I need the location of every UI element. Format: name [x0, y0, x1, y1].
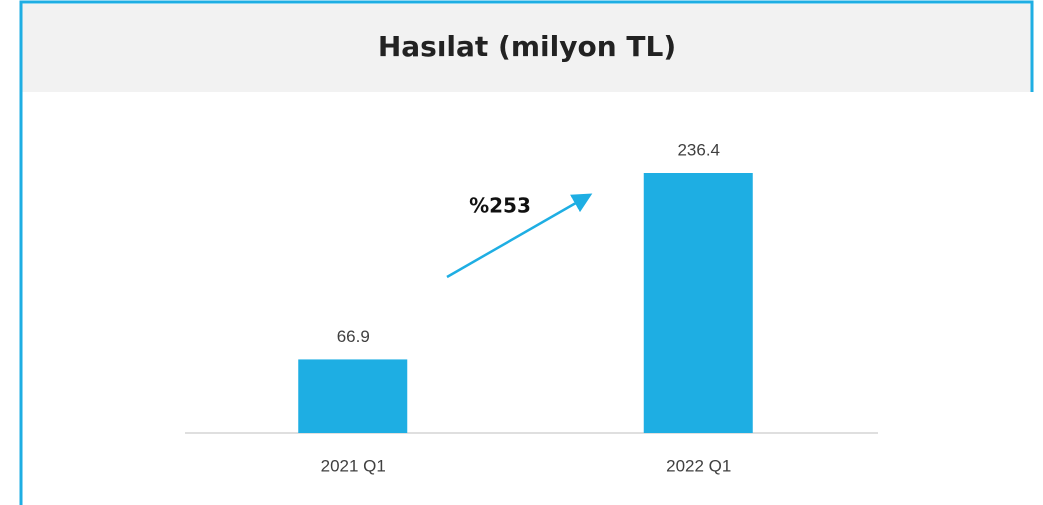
title-band: [22, 4, 1031, 92]
x-tick-label: 2022 Q1: [666, 456, 731, 475]
annotation: %253: [469, 194, 531, 218]
frame: [19, 0, 1034, 505]
chart-title: Hasılat (milyon TL): [378, 30, 676, 63]
x-tick-label: 2021 Q1: [321, 456, 386, 475]
growth-arrow: [446, 193, 593, 279]
bar: [643, 173, 753, 433]
value-label: 66.9: [337, 327, 370, 346]
bar: [298, 359, 408, 433]
value-label: 236.4: [677, 140, 720, 159]
